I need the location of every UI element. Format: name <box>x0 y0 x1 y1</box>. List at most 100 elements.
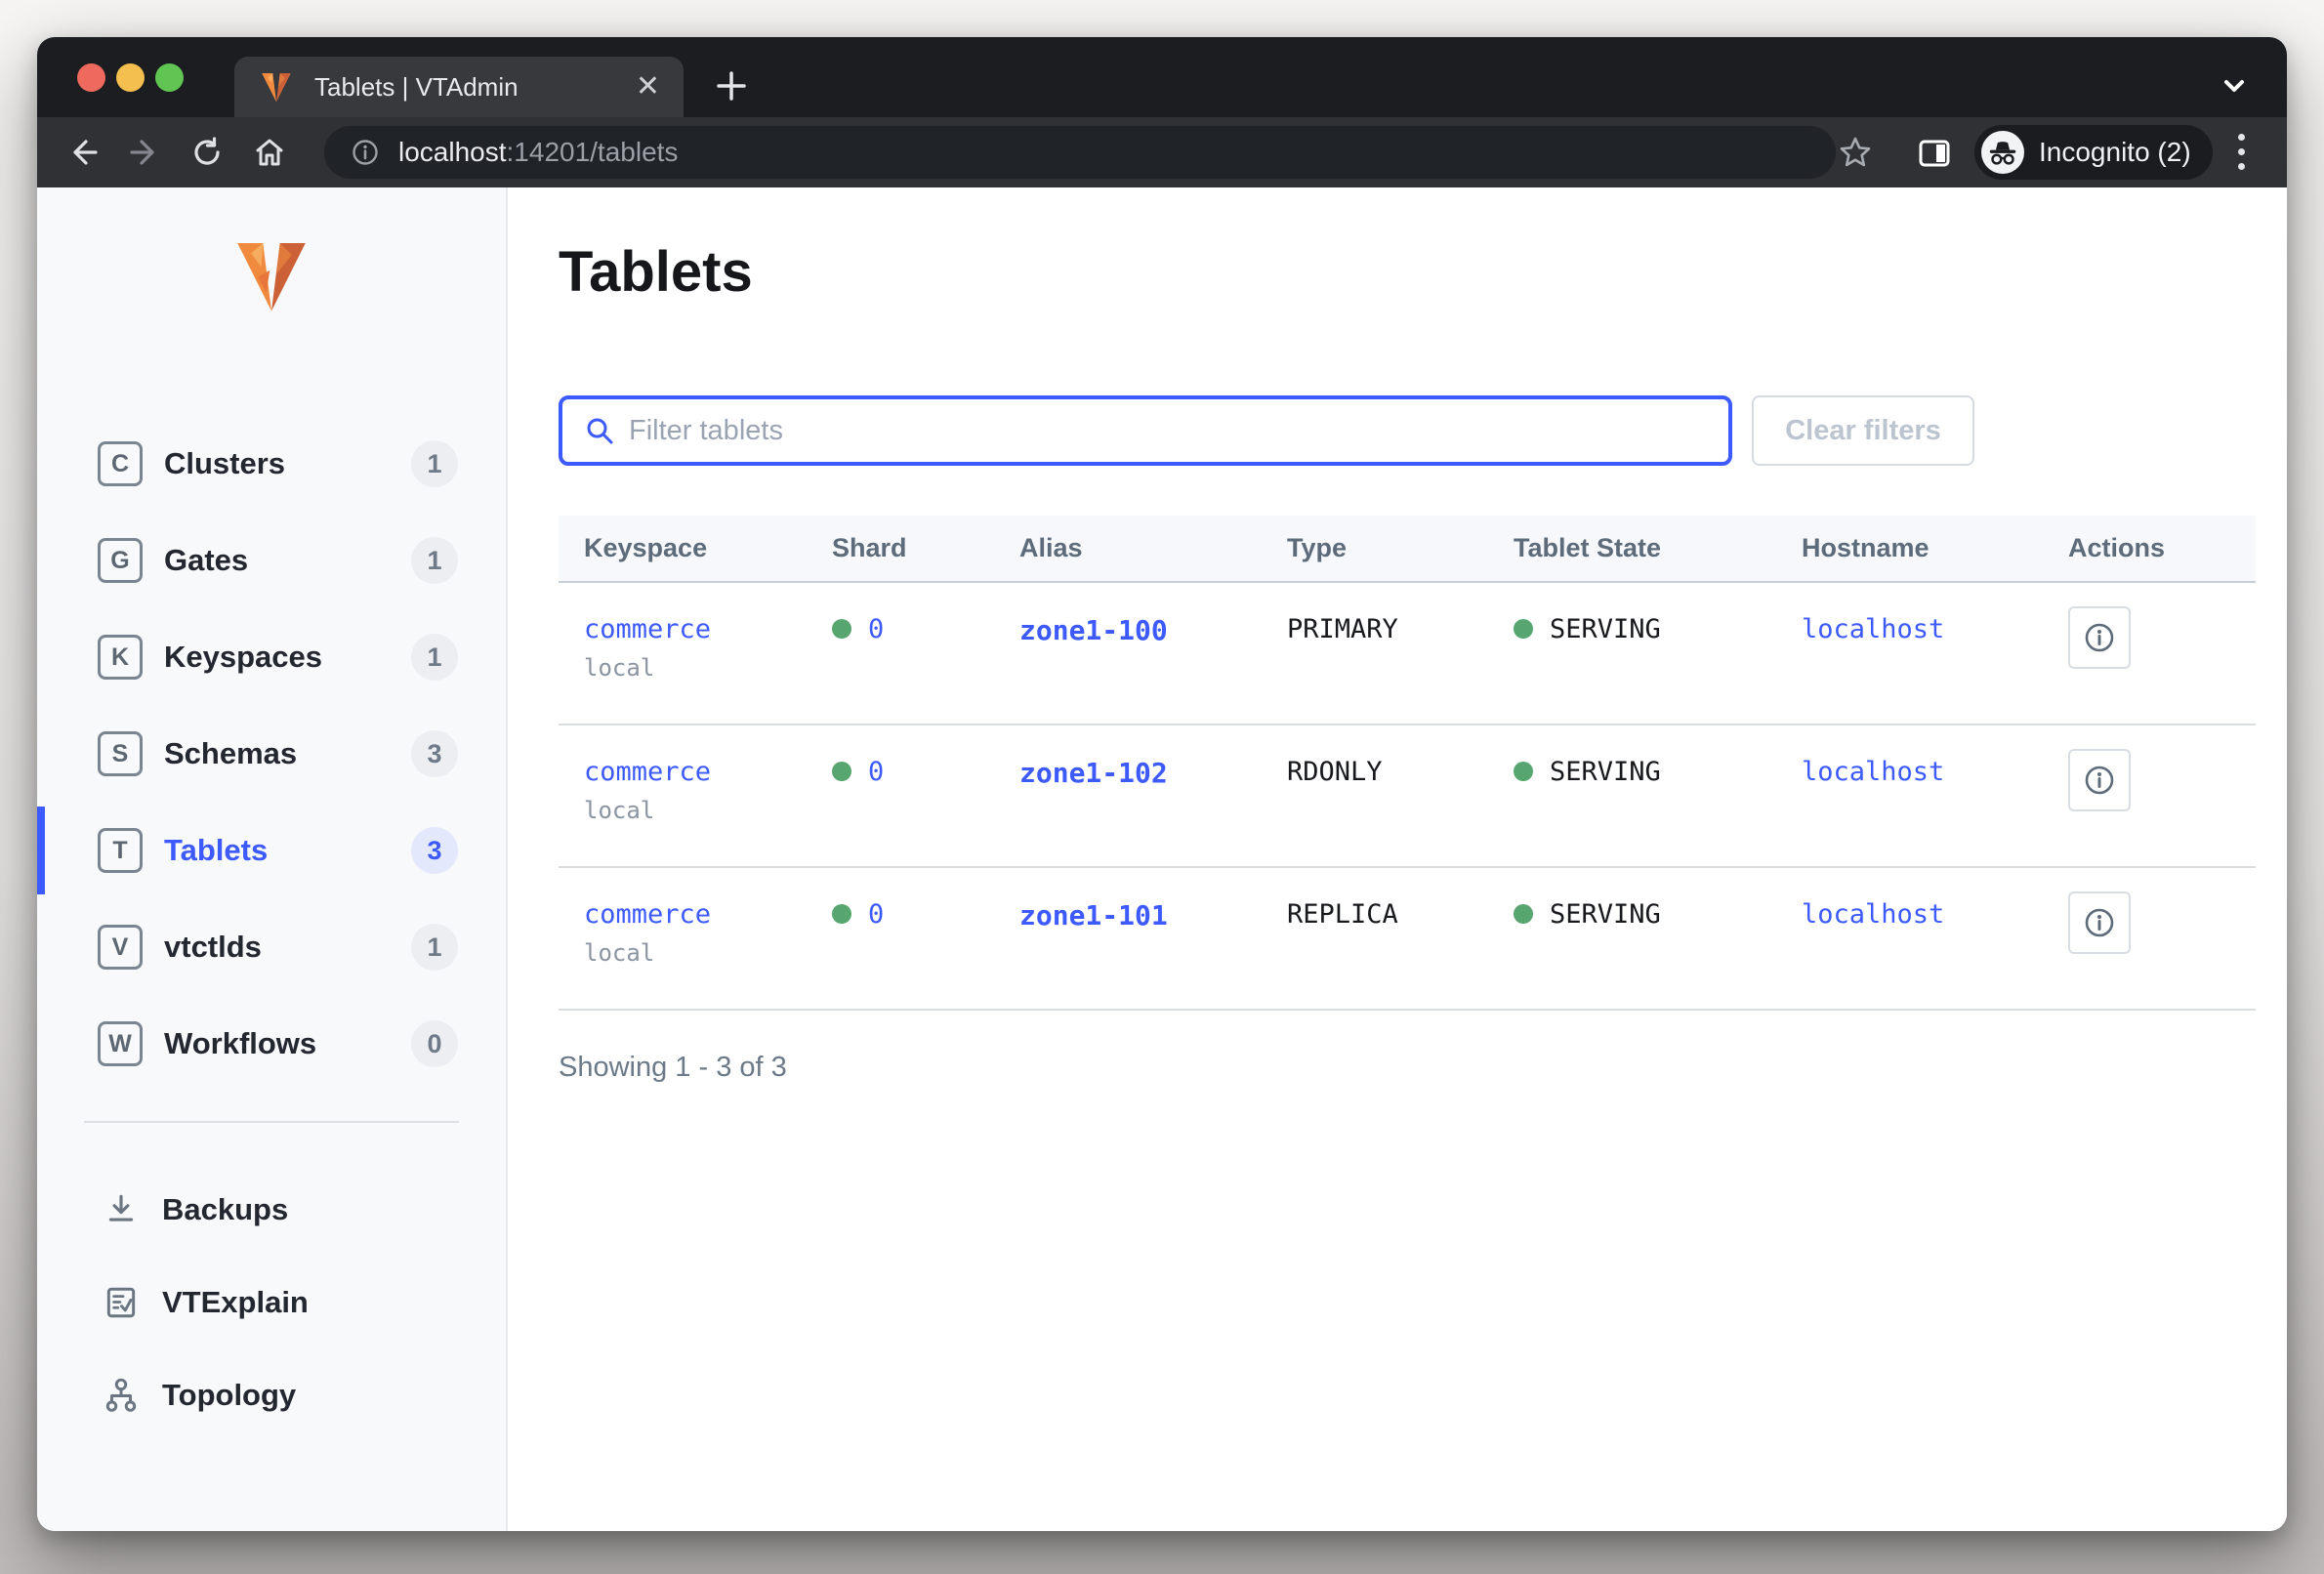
cluster-label: local <box>584 797 655 824</box>
serving-status-dot <box>1514 619 1533 639</box>
browser-toolbar: localhost:14201/tablets Incognito (2) <box>37 117 2287 187</box>
filter-tablets-input[interactable] <box>629 399 1713 462</box>
alias-link[interactable]: zone1-101 <box>1019 899 1168 932</box>
browser-tab[interactable]: Tablets | VTAdmin ✕ <box>234 57 684 117</box>
search-icon <box>584 415 615 446</box>
tablets-count-badge: 3 <box>411 827 458 874</box>
tablet-state: SERVING <box>1550 757 1661 787</box>
row-info-button[interactable] <box>2068 891 2131 954</box>
url-bar[interactable]: localhost:14201/tablets <box>324 126 1836 179</box>
serving-status-dot <box>1514 904 1533 924</box>
back-icon[interactable] <box>66 137 98 168</box>
vtctlds-letter-icon: V <box>98 925 143 970</box>
vitess-favicon <box>262 72 291 103</box>
minimize-window-button[interactable] <box>116 63 145 92</box>
hostname-link[interactable]: localhost <box>1802 614 1945 644</box>
doc-check-icon <box>103 1284 140 1321</box>
incognito-icon <box>1981 131 2024 174</box>
tablet-type: REPLICA <box>1287 899 1398 930</box>
row-info-button[interactable] <box>2068 606 2131 669</box>
tab-search-chevron-icon[interactable] <box>2219 70 2250 102</box>
tablets-table: Keyspace Shard Alias Type Tablet State H… <box>559 516 2256 1011</box>
serving-status-dot <box>1514 762 1533 781</box>
sidebar-nav: C Clusters 1 G Gates 1 K Keyspaces 1 S S… <box>37 420 506 1088</box>
sidebar-item-keyspaces[interactable]: K Keyspaces 1 <box>37 613 506 701</box>
shard-link[interactable]: 0 <box>868 757 885 787</box>
sidebar-item-tablets[interactable]: T Tablets 3 <box>37 807 506 894</box>
keyspaces-count-badge: 1 <box>411 634 458 681</box>
sidebar-item-vtctlds[interactable]: V vtctlds 1 <box>37 903 506 991</box>
column-header-shard: Shard <box>832 533 907 562</box>
home-icon[interactable] <box>254 137 285 168</box>
close-window-button[interactable] <box>77 63 105 92</box>
cluster-label: local <box>584 939 655 967</box>
site-info-icon[interactable] <box>352 139 379 166</box>
gates-count-badge: 1 <box>411 537 458 584</box>
reload-icon[interactable] <box>191 137 223 168</box>
hostname-link[interactable]: localhost <box>1802 899 1945 930</box>
side-panel-icon[interactable] <box>1918 137 1951 170</box>
column-header-keyspace: Keyspace <box>584 533 708 562</box>
incognito-badge[interactable]: Incognito (2) <box>1974 125 2213 180</box>
table-header: Keyspace Shard Alias Type Tablet State H… <box>559 516 2256 583</box>
browser-window: Tablets | VTAdmin ✕ localhost:14201/tabl… <box>37 37 2287 1531</box>
workflows-letter-icon: W <box>98 1021 143 1066</box>
table-row: commerce local 0 zone1-100 PRIMARY SERVI… <box>559 583 2256 725</box>
column-header-alias: Alias <box>1019 533 1083 562</box>
vitess-logo <box>237 242 306 311</box>
gates-letter-icon: G <box>98 538 143 583</box>
vtctlds-count-badge: 1 <box>411 924 458 971</box>
forward-icon[interactable] <box>130 137 161 168</box>
sidebar-item-clusters[interactable]: C Clusters 1 <box>37 420 506 508</box>
main-area: Tablets Clear filters Keyspace Shard Ali… <box>508 187 2287 1531</box>
sidebar-item-schemas[interactable]: S Schemas 3 <box>37 710 506 798</box>
shard-status-dot <box>832 762 851 781</box>
browser-menu-icon[interactable] <box>2238 134 2245 170</box>
sidebar: C Clusters 1 G Gates 1 K Keyspaces 1 S S… <box>37 187 508 1531</box>
tablet-state: SERVING <box>1550 899 1661 930</box>
schemas-count-badge: 3 <box>411 730 458 777</box>
filter-row: Clear filters <box>559 395 2287 466</box>
clear-filters-button[interactable]: Clear filters <box>1752 395 1974 466</box>
keyspaces-letter-icon: K <box>98 635 143 680</box>
workflows-count-badge: 0 <box>411 1020 458 1067</box>
tablets-letter-icon: T <box>98 828 143 873</box>
shard-link[interactable]: 0 <box>868 899 885 930</box>
keyspace-link[interactable]: commerce <box>584 757 712 787</box>
topology-icon <box>103 1377 140 1414</box>
alias-link[interactable]: zone1-102 <box>1019 757 1168 789</box>
zoom-window-button[interactable] <box>155 63 184 92</box>
keyspace-link[interactable]: commerce <box>584 614 712 644</box>
shard-status-dot <box>832 904 851 924</box>
new-tab-icon[interactable] <box>715 69 748 103</box>
page-content: C Clusters 1 G Gates 1 K Keyspaces 1 S S… <box>37 187 2287 1531</box>
sidebar-item-workflows[interactable]: W Workflows 0 <box>37 1000 506 1088</box>
table-row: commerce local 0 zone1-101 REPLICA SERVI… <box>559 868 2256 1011</box>
pagination-summary: Showing 1 - 3 of 3 <box>559 1052 787 1083</box>
clusters-count-badge: 1 <box>411 440 458 487</box>
tablet-state: SERVING <box>1550 614 1661 644</box>
sidebar-item-backups[interactable]: Backups <box>37 1179 506 1241</box>
column-header-hostname: Hostname <box>1802 533 1930 562</box>
download-icon <box>103 1191 140 1228</box>
tab-title: Tablets | VTAdmin <box>314 71 519 102</box>
sidebar-item-vtexplain[interactable]: VTExplain <box>37 1271 506 1334</box>
traffic-lights <box>77 63 184 92</box>
sidebar-item-gates[interactable]: G Gates 1 <box>37 517 506 604</box>
row-info-button[interactable] <box>2068 749 2131 811</box>
shard-link[interactable]: 0 <box>868 614 885 644</box>
tab-close-icon[interactable]: ✕ <box>635 70 660 103</box>
tablet-type: PRIMARY <box>1287 614 1398 644</box>
page-title: Tablets <box>559 240 753 304</box>
sidebar-item-topology[interactable]: Topology <box>37 1364 506 1427</box>
keyspace-link[interactable]: commerce <box>584 899 712 930</box>
tab-bar: Tablets | VTAdmin ✕ <box>37 37 2287 117</box>
alias-link[interactable]: zone1-100 <box>1019 614 1168 646</box>
incognito-label: Incognito (2) <box>2039 137 2191 167</box>
shard-status-dot <box>832 619 851 639</box>
hostname-link[interactable]: localhost <box>1802 757 1945 787</box>
tablet-type: RDONLY <box>1287 757 1383 787</box>
clusters-letter-icon: C <box>98 441 143 486</box>
filter-input-wrap <box>559 395 1732 466</box>
bookmark-star-icon[interactable] <box>1839 136 1872 169</box>
